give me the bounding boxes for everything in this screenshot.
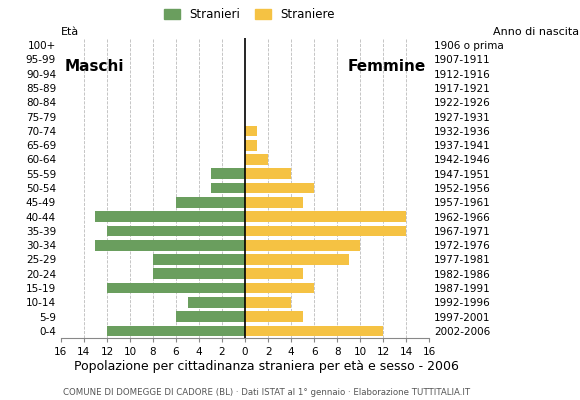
Bar bbox=[107, 226, 245, 236]
Bar bbox=[211, 183, 245, 193]
Bar bbox=[245, 240, 360, 250]
Bar bbox=[245, 297, 291, 308]
Text: Anno di nascita: Anno di nascita bbox=[493, 27, 579, 37]
Bar bbox=[153, 268, 245, 279]
Legend: Stranieri, Straniere: Stranieri, Straniere bbox=[161, 6, 338, 24]
Bar bbox=[245, 226, 406, 236]
Bar bbox=[245, 311, 303, 322]
Bar bbox=[245, 254, 349, 265]
Text: Età: Età bbox=[61, 27, 79, 37]
Bar bbox=[245, 197, 303, 208]
Bar bbox=[96, 240, 245, 250]
Bar bbox=[245, 283, 314, 293]
Bar bbox=[176, 197, 245, 208]
Bar bbox=[211, 168, 245, 179]
Bar bbox=[176, 311, 245, 322]
Bar bbox=[187, 297, 245, 308]
Bar bbox=[153, 254, 245, 265]
Bar bbox=[245, 211, 406, 222]
Bar bbox=[245, 268, 303, 279]
Bar bbox=[96, 211, 245, 222]
Bar bbox=[245, 140, 256, 150]
Text: COMUNE DI DOMEGGE DI CADORE (BL) · Dati ISTAT al 1° gennaio · Elaborazione TUTTI: COMUNE DI DOMEGGE DI CADORE (BL) · Dati … bbox=[63, 388, 470, 397]
Bar bbox=[107, 326, 245, 336]
Bar bbox=[245, 154, 268, 165]
Bar bbox=[245, 326, 383, 336]
Bar bbox=[245, 126, 256, 136]
Bar bbox=[107, 283, 245, 293]
Bar bbox=[245, 168, 291, 179]
Bar bbox=[245, 183, 314, 193]
Text: Maschi: Maschi bbox=[64, 59, 124, 74]
Text: Femmine: Femmine bbox=[347, 59, 426, 74]
Text: Popolazione per cittadinanza straniera per età e sesso - 2006: Popolazione per cittadinanza straniera p… bbox=[74, 360, 459, 373]
